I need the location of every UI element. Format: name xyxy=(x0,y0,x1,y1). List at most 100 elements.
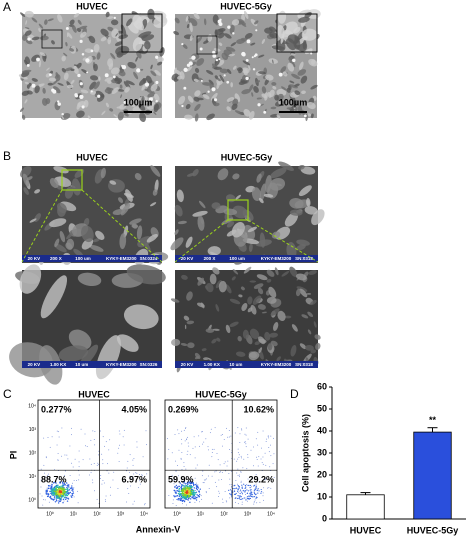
cell xyxy=(107,26,114,32)
flow-dot xyxy=(245,443,247,445)
flow-dot xyxy=(244,433,246,435)
flow-dot xyxy=(205,491,207,493)
flow-dot xyxy=(197,485,199,488)
cell xyxy=(307,113,312,117)
bright-spot xyxy=(257,103,261,107)
cell xyxy=(289,80,295,84)
flow-dot xyxy=(236,497,238,500)
cell xyxy=(174,69,182,75)
flow-dot xyxy=(43,437,45,439)
bright-spot xyxy=(81,53,85,56)
flow-dot xyxy=(189,482,191,485)
bright-spot xyxy=(97,94,101,98)
cell xyxy=(295,244,306,251)
cell xyxy=(25,27,30,30)
bright-spot xyxy=(183,67,188,73)
flow-dot xyxy=(49,495,52,498)
flow-y-tick: 10⁴ xyxy=(28,403,36,409)
flow-dot xyxy=(63,488,65,491)
flow-dot xyxy=(253,484,256,486)
flow-dot xyxy=(67,491,69,493)
flow-dot xyxy=(64,454,66,456)
flow-dot xyxy=(40,486,42,488)
flow-dot xyxy=(227,436,229,438)
cell xyxy=(202,82,212,86)
panel-letter: D xyxy=(290,387,299,401)
flow-dot xyxy=(264,452,266,454)
cell xyxy=(272,59,274,64)
flow-dot xyxy=(65,488,67,490)
cell xyxy=(68,329,92,350)
cell xyxy=(110,19,119,26)
flow-dot xyxy=(100,474,102,476)
flow-dot xyxy=(49,485,51,487)
bright-spot xyxy=(112,75,116,79)
flow-dot xyxy=(41,495,43,497)
flow-dot xyxy=(51,489,53,491)
cell xyxy=(229,298,241,305)
flow-dot xyxy=(58,498,61,500)
cell xyxy=(144,40,151,50)
flow-dot xyxy=(179,496,181,498)
flow-x-tick: 10⁴ xyxy=(267,511,275,517)
flow-dot xyxy=(118,447,120,449)
flow-dot xyxy=(245,434,247,436)
cell xyxy=(70,68,75,72)
flow-dot xyxy=(241,487,243,489)
cell xyxy=(152,189,158,196)
cell xyxy=(56,202,67,214)
cell xyxy=(231,19,240,26)
cell xyxy=(150,64,153,70)
bright-spot xyxy=(310,52,313,55)
flow-dot xyxy=(188,445,190,447)
sem-info-bar xyxy=(22,361,162,368)
flow-dot xyxy=(176,465,178,467)
flow-dot xyxy=(247,484,249,486)
flow-dot xyxy=(257,492,259,494)
flow-dot xyxy=(54,501,57,503)
flow-dot xyxy=(62,481,64,484)
flow-dot xyxy=(188,488,191,490)
flow-dot xyxy=(255,487,257,489)
flow-dot xyxy=(88,474,90,476)
cell xyxy=(212,328,220,331)
cell xyxy=(88,35,96,44)
cell xyxy=(45,98,51,105)
flow-dot xyxy=(73,496,75,498)
flow-dot xyxy=(126,501,128,503)
zoom-line xyxy=(247,219,319,263)
flow-dot xyxy=(183,497,186,500)
flow-dot xyxy=(184,440,186,442)
cell xyxy=(247,226,258,233)
zoom-line xyxy=(174,219,229,263)
cell xyxy=(306,101,316,110)
flow-dot xyxy=(137,487,139,489)
flow-dot xyxy=(46,495,49,498)
significance: ** xyxy=(429,415,437,425)
cell xyxy=(106,16,114,20)
cell xyxy=(227,68,232,75)
error-bar xyxy=(360,492,371,495)
flow-dot xyxy=(203,479,205,481)
flow-dot xyxy=(93,490,95,492)
flow-dot xyxy=(57,459,59,461)
bright-spot xyxy=(212,50,216,54)
flow-dot xyxy=(167,458,169,460)
flow-dot xyxy=(256,456,258,458)
flow-dot xyxy=(71,489,73,491)
zoom-box xyxy=(196,35,218,55)
flow-dot xyxy=(57,484,59,486)
flow-dot xyxy=(211,451,213,453)
flow-dot xyxy=(82,459,84,461)
cell xyxy=(238,20,247,26)
bright-spot xyxy=(144,82,150,87)
flow-dot xyxy=(181,488,184,491)
flow-dot xyxy=(244,441,246,443)
flow-dot xyxy=(195,482,197,484)
cell xyxy=(71,178,81,196)
flow-x-tick: 10³ xyxy=(244,511,252,517)
cell xyxy=(295,273,307,281)
cell xyxy=(118,69,126,77)
flow-dot xyxy=(60,495,62,498)
cell xyxy=(39,52,46,57)
